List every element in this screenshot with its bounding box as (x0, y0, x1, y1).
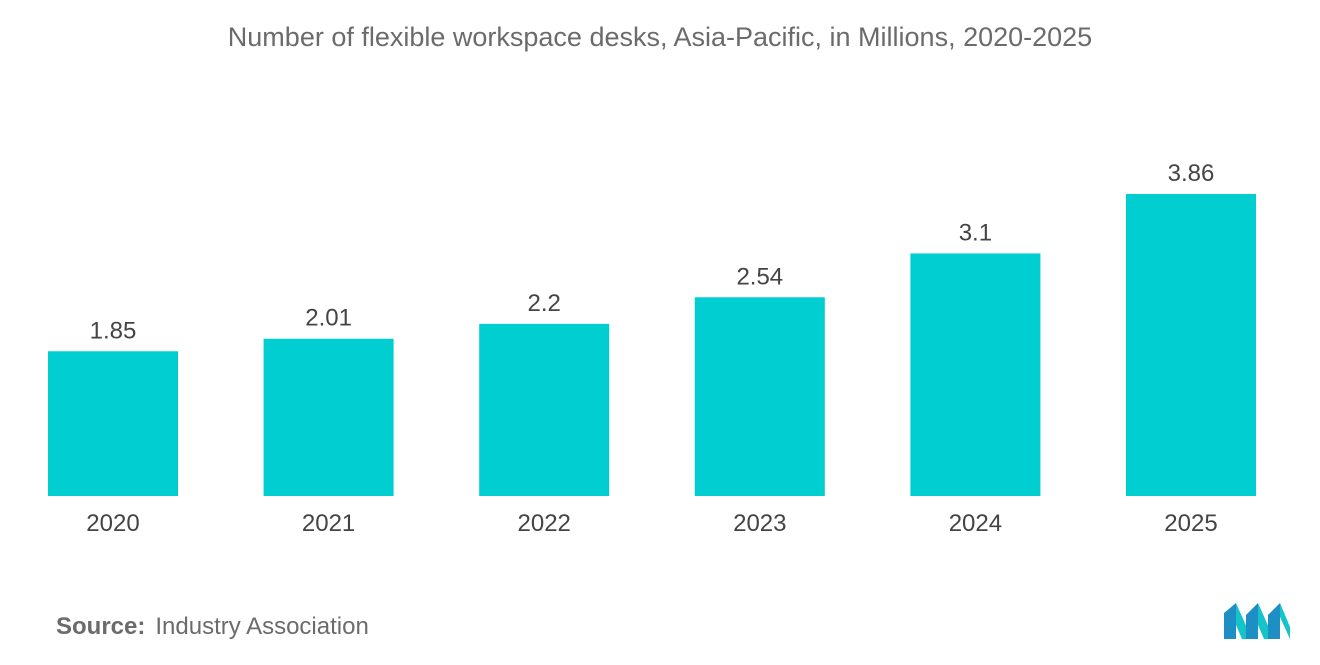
x-tick-label-2020: 2020 (86, 510, 139, 537)
data-label-2024: 3.1 (959, 219, 992, 246)
bar-2022 (479, 323, 610, 496)
x-tick-label-2023: 2023 (733, 510, 786, 537)
bar-chart: 1.85 2020 2.01 2021 2.2 2022 2.54 2023 3.1 2024 3.… (48, 160, 1256, 537)
x-tick-label-2024: 2024 (949, 510, 1002, 537)
data-label-2023: 2.54 (736, 263, 783, 290)
x-tick-label-2021: 2021 (302, 510, 355, 537)
bar-2020 (48, 351, 178, 496)
bar-2023 (694, 297, 825, 496)
data-label-2021: 2.01 (305, 305, 352, 332)
x-tick-label-2022: 2022 (518, 510, 571, 537)
source-text: Industry Association (155, 613, 369, 640)
data-label-2025: 3.86 (1168, 160, 1215, 187)
source-note: Source: Industry Association (56, 613, 369, 641)
data-label-2022: 2.2 (528, 290, 561, 317)
bar-2021 (263, 338, 394, 496)
bar-2025 (1126, 194, 1256, 496)
x-tick-label-2025: 2025 (1164, 510, 1217, 537)
chart-title: Number of flexible workspace desks, Asia… (227, 22, 1093, 52)
source-label: Source: (56, 613, 146, 640)
mordor-intelligence-logo-icon (1224, 603, 1290, 639)
data-label-2020: 1.85 (90, 317, 137, 344)
bar-2024 (910, 253, 1041, 496)
